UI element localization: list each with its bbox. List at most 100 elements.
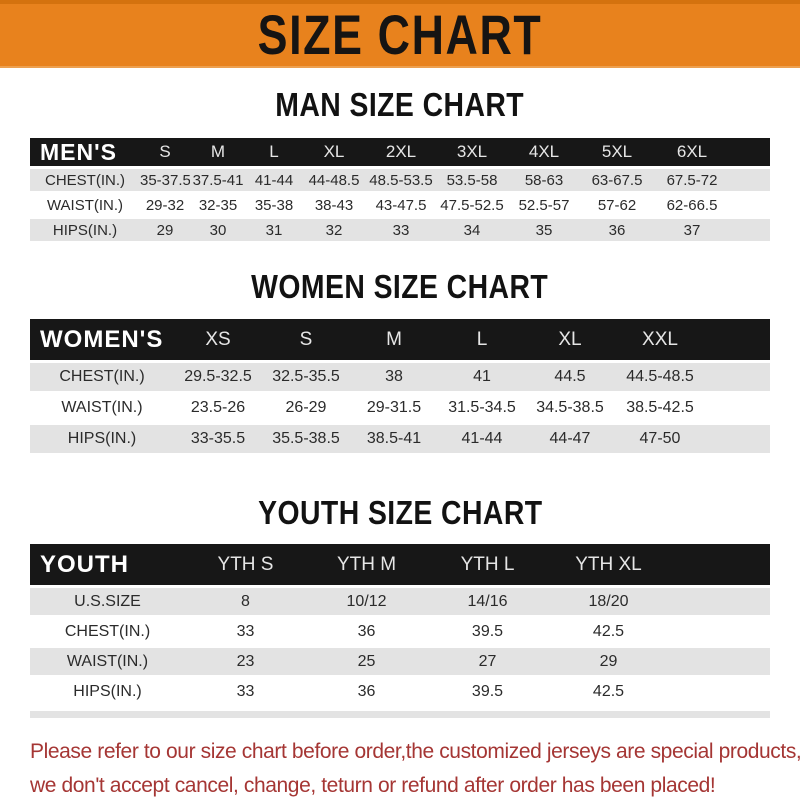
women-size-chart-section: WOMEN SIZE CHART WOMEN'S XS S M L XL XXL CHEST(… (0, 244, 800, 456)
value-cell: 29-32 (140, 194, 190, 216)
value-cell: 34.5-38.5 (526, 394, 614, 422)
value-cell: 29 (548, 648, 669, 675)
man-size-chart-heading-text: MAN SIZE CHART (275, 86, 525, 123)
size-header-cell: S (140, 138, 190, 166)
value-cell: 47.5-52.5 (436, 194, 508, 216)
value-cell: 38-43 (302, 194, 366, 216)
banner: SIZE CHART (0, 0, 800, 68)
row-label-cell: WAIST(IN.) (30, 194, 140, 216)
value-cell: 38 (350, 363, 438, 391)
value-cell: 38.5-41 (350, 425, 438, 453)
value-cell: 41-44 (438, 425, 526, 453)
value-cell: 37 (654, 219, 730, 241)
value-cell: 31.5-34.5 (438, 394, 526, 422)
size-header-cell: XXL (614, 319, 706, 360)
filler-cell (669, 678, 770, 705)
filler-cell (669, 544, 770, 585)
size-header-cell: YTH M (306, 544, 427, 585)
value-cell: 63-67.5 (580, 169, 654, 191)
table-row: WAIST(IN.) 23 25 27 29 (30, 648, 770, 675)
size-header-cell: S (262, 319, 350, 360)
value-cell: 44.5 (526, 363, 614, 391)
value-cell: 35-38 (246, 194, 302, 216)
row-label-cell: WAIST(IN.) (30, 648, 185, 675)
table-row: CHEST(IN.) 35-37.5 37.5-41 41-44 44-48.5 48.5… (30, 169, 770, 191)
table-row: HIPS(IN.) 33 36 39.5 42.5 (30, 678, 770, 705)
table-header-row: MEN'S S M L XL 2XL 3XL 4XL 5XL 6XL (30, 138, 770, 166)
value-cell: 35 (508, 219, 580, 241)
value-cell: 37.5-41 (190, 169, 246, 191)
row-label-cell: WAIST(IN.) (30, 394, 174, 422)
size-header-cell: L (246, 138, 302, 166)
value-cell: 35-37.5 (140, 169, 190, 191)
table-row: WAIST(IN.) 23.5-26 26-29 29-31.5 31.5-34.5 34… (30, 394, 770, 422)
table-header-row: WOMEN'S XS S M L XL XXL (30, 319, 770, 360)
row-label-cell: CHEST(IN.) (30, 363, 174, 391)
value-cell: 32.5-35.5 (262, 363, 350, 391)
value-cell: 44-47 (526, 425, 614, 453)
value-cell: 8 (185, 588, 306, 615)
value-cell: 33 (185, 618, 306, 645)
row-label-cell: HIPS(IN.) (30, 425, 174, 453)
size-header-cell: 6XL (654, 138, 730, 166)
value-cell: 57-62 (580, 194, 654, 216)
value-cell: 41-44 (246, 169, 302, 191)
value-cell: 27 (427, 648, 548, 675)
women-size-chart-heading-text: WOMEN SIZE CHART (251, 268, 549, 305)
table-row: HIPS(IN.) 33-35.5 35.5-38.5 38.5-41 41-44 44-… (30, 425, 770, 453)
table-title-cell: WOMEN'S (30, 319, 174, 360)
value-cell: 23.5-26 (174, 394, 262, 422)
man-size-table: MEN'S S M L XL 2XL 3XL 4XL 5XL 6XL CHEST(IN.) 35-37… (30, 135, 770, 244)
size-header-cell: YTH L (427, 544, 548, 585)
value-cell: 32 (302, 219, 366, 241)
filler-cell (706, 363, 770, 391)
value-cell: 42.5 (548, 618, 669, 645)
table-row: CHEST(IN.) 33 36 39.5 42.5 (30, 618, 770, 645)
size-header-cell: XL (526, 319, 614, 360)
value-cell: 35.5-38.5 (262, 425, 350, 453)
filler-cell (730, 138, 770, 166)
filler-cell (730, 194, 770, 216)
row-label-cell: HIPS(IN.) (30, 219, 140, 241)
value-cell: 34 (436, 219, 508, 241)
value-cell: 48.5-53.5 (366, 169, 436, 191)
value-cell: 30 (190, 219, 246, 241)
size-header-cell: 5XL (580, 138, 654, 166)
filler-cell (706, 394, 770, 422)
value-cell: 23 (185, 648, 306, 675)
man-size-chart-heading: MAN SIZE CHART (0, 68, 800, 135)
notice-line-2: we don't accept cancel, change, teturn o… (30, 774, 716, 797)
value-cell: 36 (306, 678, 427, 705)
size-header-cell: M (190, 138, 246, 166)
filler-cell (669, 588, 770, 615)
value-cell: 29.5-32.5 (174, 363, 262, 391)
notice-line-1: Please refer to our size chart before or… (30, 740, 800, 763)
footer-notice: Please refer to our size chart before or… (30, 735, 800, 803)
value-cell: 14/16 (427, 588, 548, 615)
filler-cell (730, 219, 770, 241)
row-label-cell: CHEST(IN.) (30, 618, 185, 645)
filler-cell (706, 425, 770, 453)
value-cell: 62-66.5 (654, 194, 730, 216)
value-cell: 33 (366, 219, 436, 241)
youth-size-table: YOUTH YTH S YTH M YTH L YTH XL U.S.SIZE 8 10/12… (30, 541, 770, 708)
table-row: U.S.SIZE 8 10/12 14/16 18/20 (30, 588, 770, 615)
value-cell: 10/12 (306, 588, 427, 615)
table-title-cell: YOUTH (30, 544, 185, 585)
size-header-cell: XS (174, 319, 262, 360)
value-cell: 25 (306, 648, 427, 675)
size-header-cell: YTH S (185, 544, 306, 585)
table-row: WAIST(IN.) 29-32 32-35 35-38 38-43 43-47.5 47.… (30, 194, 770, 216)
value-cell: 33 (185, 678, 306, 705)
value-cell: 44.5-48.5 (614, 363, 706, 391)
size-header-cell: L (438, 319, 526, 360)
value-cell: 36 (580, 219, 654, 241)
size-header-cell: M (350, 319, 438, 360)
value-cell: 39.5 (427, 678, 548, 705)
size-header-cell: 3XL (436, 138, 508, 166)
value-cell: 26-29 (262, 394, 350, 422)
value-cell: 36 (306, 618, 427, 645)
size-header-cell: XL (302, 138, 366, 166)
row-label-cell: CHEST(IN.) (30, 169, 140, 191)
